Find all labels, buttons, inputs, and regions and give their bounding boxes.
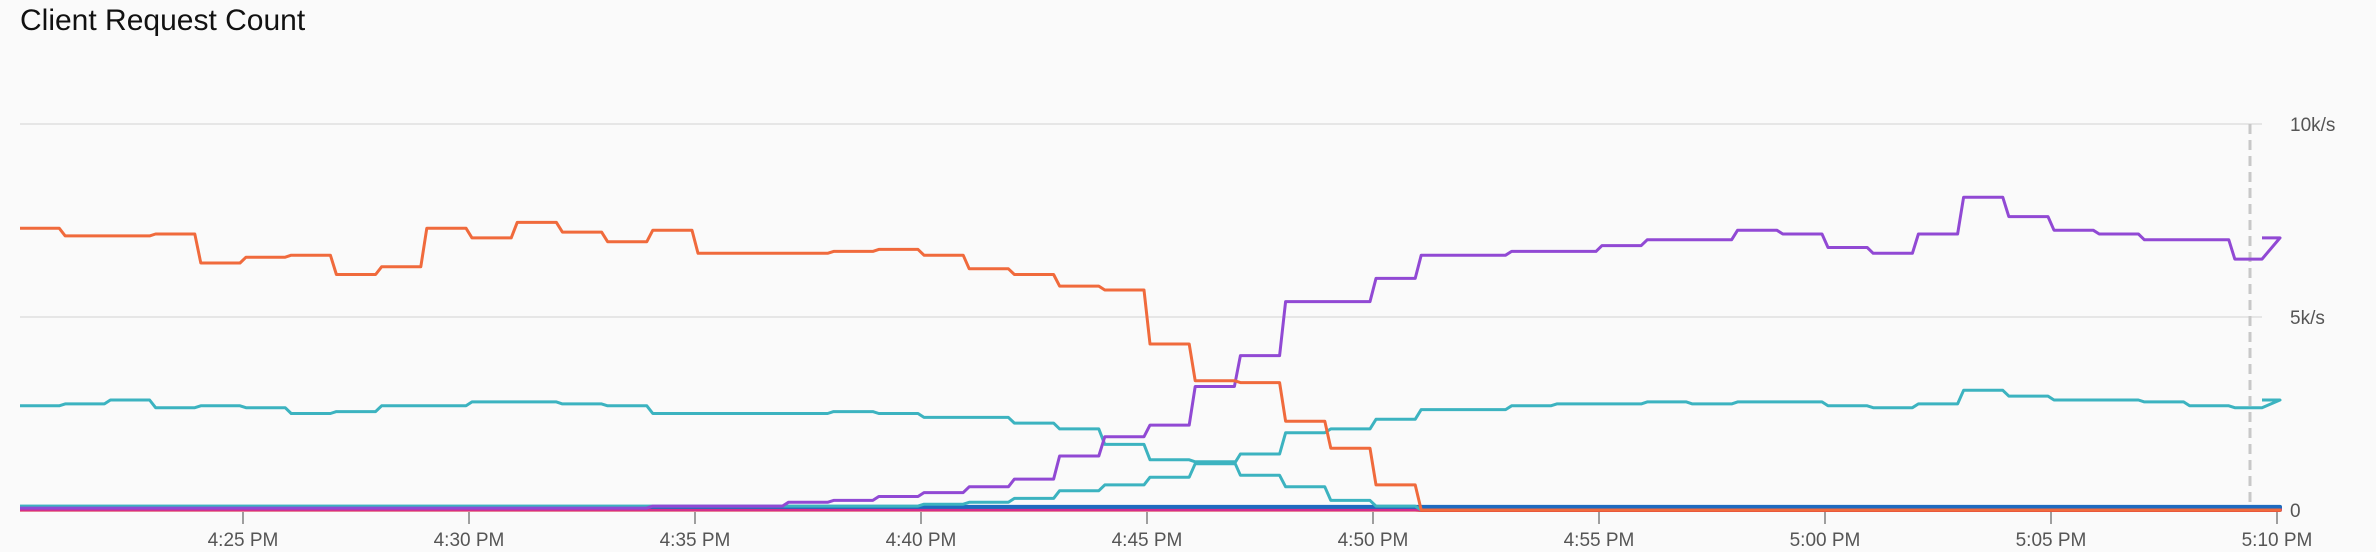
- x-tick-label: 4:25 PM: [208, 530, 279, 551]
- x-tick-label: 4:50 PM: [1338, 530, 1409, 551]
- gridlines: [20, 123, 2262, 511]
- x-tick-label: 4:40 PM: [886, 530, 957, 551]
- series-lines: [20, 195, 2282, 512]
- y-axis: 0 5k/s 10k/s: [2290, 115, 2335, 522]
- x-tick-label: 5:10 PM: [2242, 530, 2313, 551]
- series-teal-2-line: [20, 388, 2282, 508]
- y-tick-label: 10k/s: [2290, 115, 2335, 136]
- series-orange-line: [20, 220, 2282, 512]
- x-tick-label: 4:45 PM: [1112, 530, 1183, 551]
- series-purple-line: [20, 195, 2282, 510]
- chart-title: Client Request Count: [20, 4, 306, 37]
- x-tick-label: 5:05 PM: [2016, 530, 2087, 551]
- x-tick-label: 4:35 PM: [660, 530, 731, 551]
- x-tick-label: 4:55 PM: [1564, 530, 1635, 551]
- x-axis: 4:25 PM 4:30 PM 4:35 PM 4:40 PM 4:45 PM 4:50 …: [208, 512, 2313, 551]
- y-tick-label: 0: [2290, 501, 2301, 522]
- x-tick-label: 5:00 PM: [1790, 530, 1861, 551]
- y-tick-label: 5k/s: [2290, 308, 2325, 329]
- series-teal-line: [20, 398, 2282, 512]
- x-tick-label: 4:30 PM: [434, 530, 505, 551]
